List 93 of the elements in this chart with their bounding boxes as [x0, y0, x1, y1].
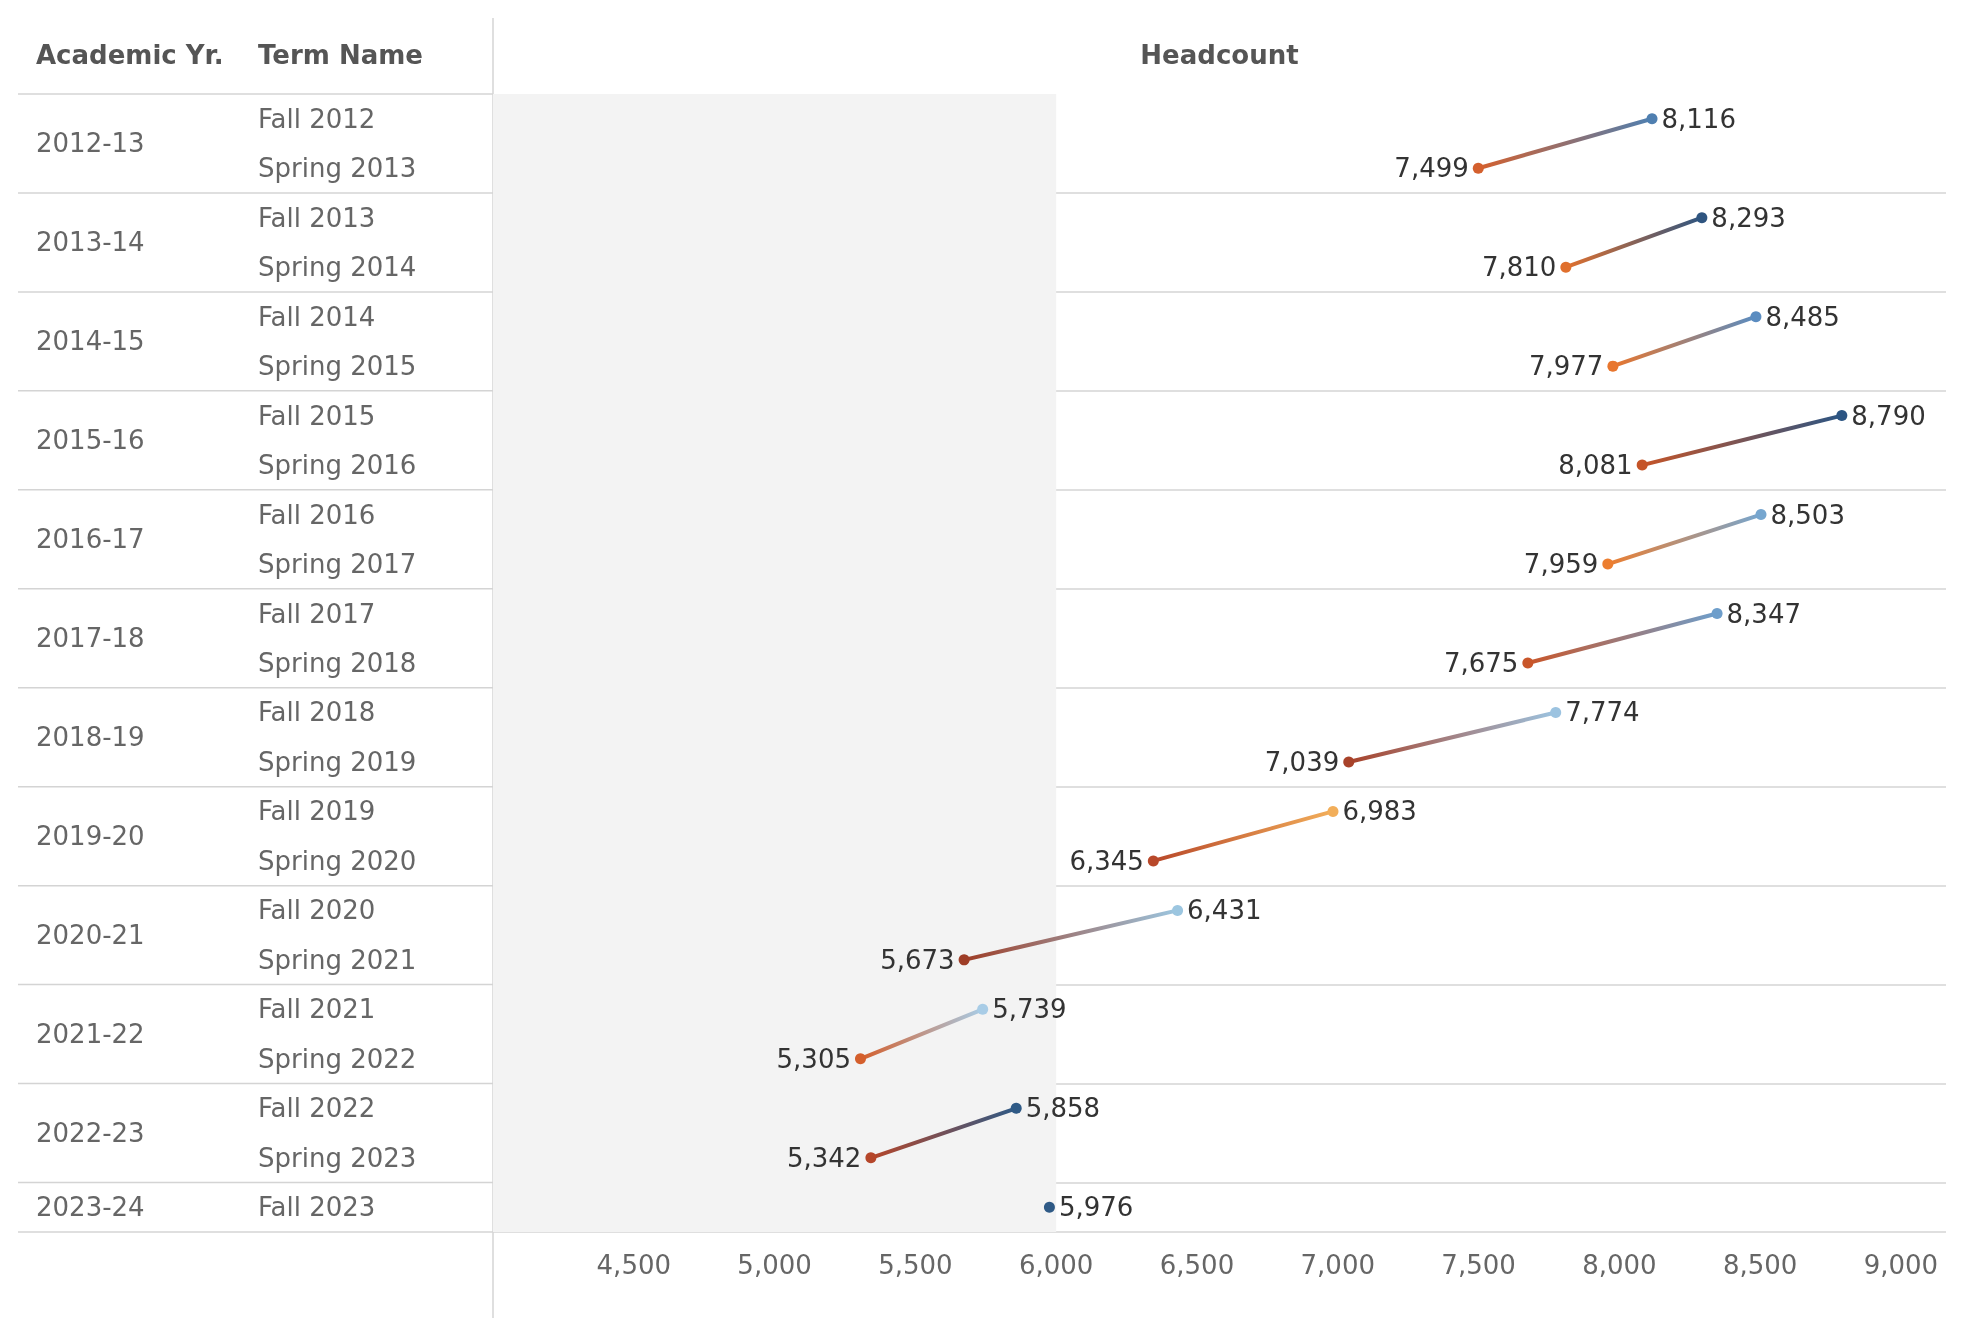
y-tick-label: Fall 2012 — [258, 103, 376, 134]
point — [1327, 805, 1339, 817]
y-tick-label: Fall 2022 — [258, 1093, 376, 1124]
y-tick-label: Fall 2014 — [258, 301, 376, 332]
point — [1755, 509, 1767, 521]
point — [1636, 459, 1648, 471]
y-tick-label: Fall 2018 — [258, 697, 376, 728]
point — [854, 1053, 866, 1065]
y-tick-label: Spring 2021 — [258, 944, 417, 975]
y-tick-label: Spring 2022 — [258, 1043, 417, 1074]
y-tick-label: Fall 2019 — [258, 796, 376, 827]
y-tick-label: Spring 2019 — [258, 746, 417, 777]
x-tick-label: 6,000 — [1018, 1250, 1094, 1280]
data-label: 8,503 — [1770, 499, 1845, 530]
x-tick-label: 7,000 — [1300, 1250, 1375, 1280]
data-label: 5,305 — [776, 1043, 851, 1074]
data-label: 5,976 — [1058, 1192, 1134, 1223]
text: 2014-15 — [36, 326, 145, 357]
x-tick-label: 8,500 — [1722, 1250, 1798, 1280]
y-tick-label: Fall 2023 — [258, 1192, 376, 1223]
point — [1522, 657, 1534, 669]
data-label: 7,039 — [1264, 746, 1340, 777]
y-tick-label: Fall 2021 — [258, 994, 376, 1025]
data-label: 8,293 — [1711, 202, 1786, 233]
x-tick-label: 4,500 — [596, 1250, 672, 1280]
point — [1711, 608, 1723, 620]
y-axis-title: Term Name — [258, 40, 423, 70]
data-label: 5,673 — [880, 944, 955, 975]
point — [1696, 212, 1708, 224]
point — [1550, 706, 1562, 718]
text: 2015-16 — [36, 425, 145, 456]
data-label: 8,485 — [1765, 301, 1840, 332]
data-label: 6,431 — [1187, 895, 1262, 926]
x-tick-label: 6,500 — [1159, 1250, 1235, 1280]
data-label: 7,977 — [1528, 351, 1604, 382]
data-label: 5,739 — [992, 994, 1067, 1025]
data-label: 7,499 — [1394, 153, 1469, 184]
point — [1750, 311, 1762, 323]
x-tick-label: 7,500 — [1441, 1250, 1516, 1280]
point — [1560, 261, 1572, 273]
y-tick-label: Spring 2018 — [258, 648, 417, 678]
y-tick-label: Spring 2014 — [258, 252, 417, 283]
data-label: 7,675 — [1443, 648, 1519, 678]
point — [1472, 162, 1484, 174]
text: 2013-14 — [36, 227, 145, 258]
y-tick-label: Spring 2017 — [258, 549, 417, 580]
text: 2019-20 — [36, 821, 145, 852]
point — [1343, 756, 1355, 768]
point — [1172, 904, 1184, 916]
point — [1147, 855, 1159, 867]
data-label: 7,810 — [1481, 252, 1557, 283]
x-tick-label: 5,000 — [737, 1250, 812, 1280]
point — [1043, 1201, 1055, 1213]
text: 2020-21 — [36, 920, 145, 951]
x-axis-title: Headcount — [1140, 40, 1299, 70]
y-tick-label: Fall 2017 — [258, 598, 376, 629]
point — [1602, 558, 1614, 570]
data-label: 5,858 — [1025, 1093, 1101, 1124]
y-tick-label: Spring 2020 — [258, 845, 417, 876]
y-tick-label: Spring 2015 — [258, 351, 417, 382]
y-tick-label: Fall 2013 — [258, 202, 376, 233]
point — [865, 1152, 877, 1164]
x-tick-label: 8,000 — [1582, 1250, 1657, 1280]
text: 2017-18 — [36, 623, 145, 654]
point — [958, 954, 970, 966]
data-label: 8,081 — [1558, 450, 1633, 481]
y-tick-label: Spring 2016 — [258, 450, 417, 481]
data-label: 8,347 — [1726, 598, 1802, 629]
text: 2012-13 — [36, 128, 145, 159]
text: 2022-23 — [36, 1118, 145, 1149]
data-label: 8,116 — [1661, 103, 1736, 134]
y-tick-label: Fall 2016 — [258, 499, 376, 530]
data-label: 5,342 — [786, 1142, 862, 1173]
point — [1646, 113, 1658, 125]
y-tick-label: Spring 2023 — [258, 1142, 417, 1173]
text: 2021-22 — [36, 1019, 145, 1050]
data-label: 6,983 — [1342, 796, 1417, 827]
y-tick-label: Fall 2020 — [258, 895, 376, 926]
text: 2018-19 — [36, 722, 145, 753]
text: 2023-24 — [36, 1192, 145, 1223]
point — [1836, 410, 1848, 422]
data-label: 6,345 — [1069, 845, 1144, 876]
point — [977, 1003, 989, 1015]
x-tick-label: 5,500 — [878, 1250, 953, 1280]
x-tick-label: 9,000 — [1863, 1250, 1939, 1280]
text: 2016-17 — [36, 524, 145, 555]
point — [1607, 360, 1619, 372]
data-label: 7,774 — [1565, 697, 1640, 728]
data-label: 8,790 — [1851, 400, 1926, 431]
data-label: 7,959 — [1523, 549, 1599, 580]
y-tick-label: Spring 2013 — [258, 153, 417, 184]
y-tick-label: Fall 2015 — [258, 400, 376, 431]
legend-title: Academic Yr. — [36, 40, 224, 70]
